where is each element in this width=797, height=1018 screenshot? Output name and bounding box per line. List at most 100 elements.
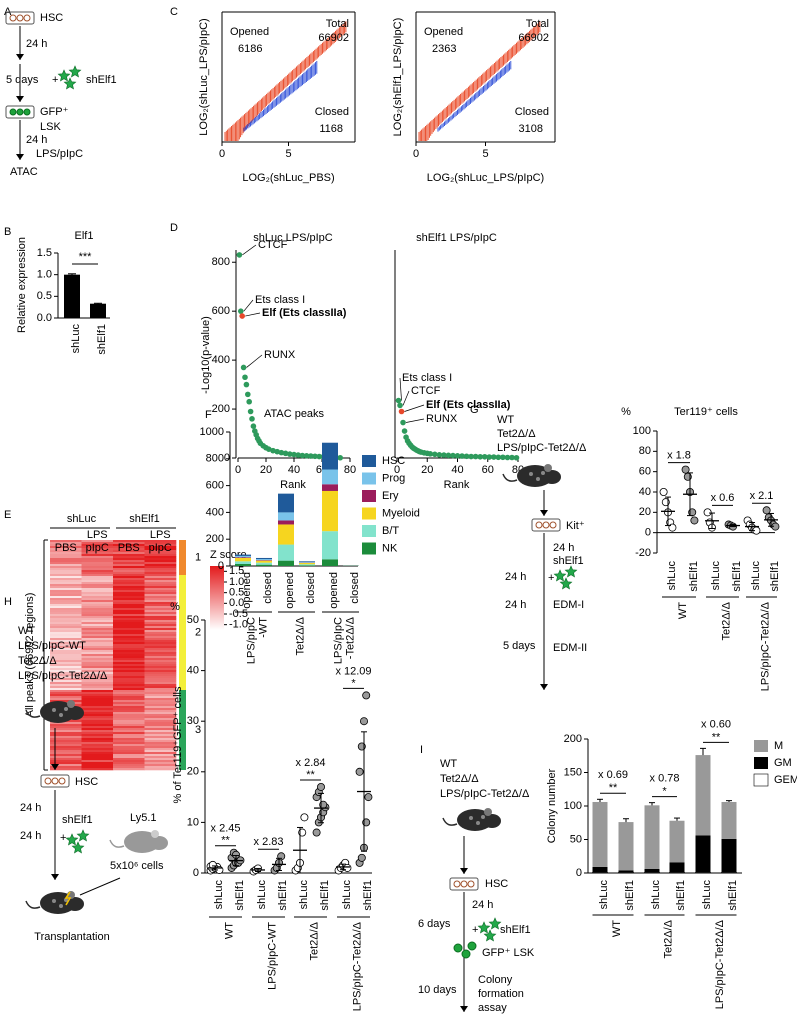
label: shElf1 [129,513,160,525]
y-tick-label: 0 [193,867,199,879]
heat-cell [113,736,145,739]
heat-cell [144,594,177,597]
bar-segment [235,557,251,558]
y-tick-label: 200 [212,403,230,415]
heat-cell [50,768,82,771]
heat-cell [144,550,177,553]
bar-segment [278,493,294,513]
point [243,381,250,388]
heat-cell [81,746,114,749]
heat-cell [50,686,82,689]
heat-cell [50,696,82,699]
heat-cell [81,614,114,617]
point [762,506,771,515]
point [246,398,252,405]
heat-cell [50,566,82,569]
point [247,408,254,415]
heat-cell [144,542,177,545]
heat-cell [144,752,177,755]
mouse-body [124,831,160,853]
heat-cell [50,586,82,589]
heat-cell [113,548,145,551]
point [463,453,470,460]
category-label: shElf1 [277,880,289,911]
heat-cell [81,544,114,547]
heat-cell [50,746,82,749]
label: Tet2Δ/Δ [18,655,57,667]
label: Opened [424,26,463,38]
bar-segment [278,524,294,545]
heat-cell [144,756,177,759]
cell [9,14,17,22]
point [472,453,479,460]
arrow-head [460,1006,468,1012]
heat-cell [50,764,82,767]
heat-cell [113,558,145,561]
heat-cell [50,558,82,561]
heat-cell [81,668,114,671]
x-tick-label: 20 [421,464,433,476]
heat-cell [113,730,145,733]
heat-cell [113,622,145,625]
heat-cell [50,760,82,763]
label: x 1.8 [667,450,691,462]
virus-star [483,929,497,942]
leader-line [405,418,425,423]
bar-segment [695,755,711,836]
heat-cell [113,578,145,581]
heat-cell [81,688,114,691]
legend-label: HSC [382,455,405,467]
heat-cell [50,562,82,565]
heat-cell [50,656,82,659]
heat-cell [113,734,145,737]
label: Ter119⁺ cells [674,406,738,418]
category-label: closed [305,572,317,604]
heat-cell [81,728,114,731]
category-label: opened [284,572,296,609]
point [432,451,438,458]
heat-cell [50,580,82,583]
heat-cell [144,768,177,771]
heat-cell [144,610,177,613]
mouse-spot [541,471,545,475]
heat-cell [113,610,145,613]
point [312,828,321,837]
heat-cell [113,646,145,649]
virus-star [564,565,578,578]
point [308,453,314,459]
bar [64,274,80,318]
point [400,419,406,426]
heat-cell [144,600,177,603]
heat-cell [50,612,82,615]
heat-cell [144,766,177,769]
heat-cell [81,540,114,543]
heat-cell [50,574,82,577]
heat-cell [81,754,114,757]
bar-segment [322,531,338,560]
heat-cell [113,756,145,759]
heat-cell [81,740,114,743]
heat-cell [50,662,82,665]
heat-cell [113,704,145,707]
heat-cell [144,742,177,745]
mouse-head [66,897,84,911]
heat-cell [81,690,114,693]
category-label: shElf1 [727,880,739,911]
chart-title: ATAC peaks [264,408,325,420]
heat-cell [113,606,145,609]
heat-cell [81,674,114,677]
heat-cell [113,576,145,579]
label: RUNX [426,413,458,425]
heat-cell [144,622,177,625]
y-tick-label: 30 [187,715,199,727]
mouse-spot [469,816,473,820]
heat-cell [81,736,114,739]
y-tick-label: 10 [187,816,199,828]
virus-star [477,921,491,934]
point [398,408,405,415]
heat-cell [50,668,82,671]
heat-cell [50,572,82,575]
cell [16,14,24,22]
heat-cell [113,602,145,605]
heat-cell [50,582,82,585]
